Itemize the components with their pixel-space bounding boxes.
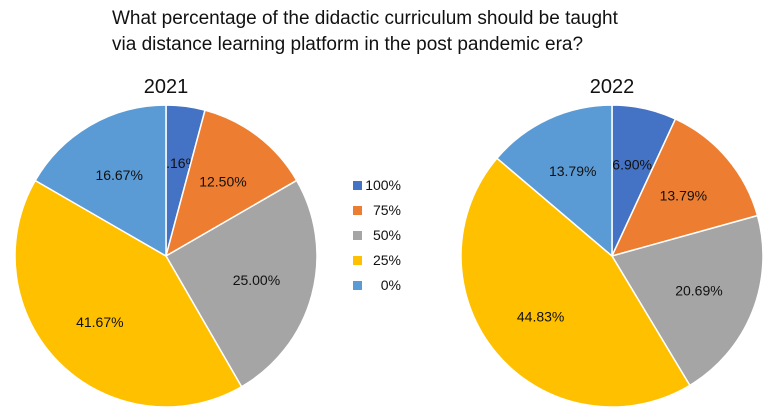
data-label-2022-25pct: 44.83% — [517, 309, 564, 325]
data-label-2022-75pct: 13.79% — [660, 187, 707, 203]
pie-slice-2021-0pct — [34, 104, 167, 258]
legend-swatch-50pct — [353, 231, 362, 240]
data-label-2021-25pct: 41.67% — [76, 314, 123, 330]
legend-label-50pct: 50% — [373, 227, 401, 243]
legend-label-75pct: 75% — [373, 202, 401, 218]
legend-swatch-100pct — [353, 181, 362, 190]
pie-slice-2022-75pct — [610, 117, 759, 258]
data-label-2021-100pct: 4.16% — [158, 155, 198, 171]
pie-slice-2021-25pct — [14, 179, 243, 408]
pie-title-2021: 2021 — [144, 76, 189, 98]
legend-label-25pct: 25% — [373, 252, 401, 268]
pie-2021: 2021 4.16%12.50% 25.00% 41.67% 16.67% — [14, 76, 318, 408]
chart-title-line-2: via distance learning platform in the po… — [112, 34, 584, 55]
pie-title-2022: 2022 — [590, 76, 635, 98]
legend-label-0pct: 0% — [381, 277, 401, 293]
pie-slice-2022-50pct — [610, 214, 764, 387]
chart-title-line-1: What percentage of the didactic curricul… — [112, 8, 618, 29]
pie-slice-2022-0pct — [495, 104, 613, 258]
data-label-2022-100pct: 6.90% — [612, 157, 652, 173]
pie-slice-2021-75pct — [164, 109, 298, 258]
legend-swatch-0pct — [353, 281, 362, 290]
pie-2022: 2022 6.90% 13.79% 20.69% 44.83% 13.79% — [460, 76, 764, 408]
data-label-2021-0pct: 16.67% — [95, 167, 142, 183]
data-label-2021-75pct: 12.50% — [199, 174, 246, 190]
chart-title: What percentage of the didactic curricul… — [112, 6, 712, 58]
data-label-2021-50pct: 25.00% — [233, 272, 280, 288]
legend: 100% 75% 50% 25% 0% — [353, 177, 401, 293]
legend-swatch-25pct — [353, 256, 362, 265]
data-label-2022-0pct: 13.79% — [549, 163, 596, 179]
pie-slice-2021-50pct — [164, 179, 318, 388]
data-label-2022-50pct: 20.69% — [675, 283, 722, 299]
pie-slice-2022-25pct — [460, 157, 691, 408]
legend-label-100pct: 100% — [365, 177, 401, 193]
legend-swatch-75pct — [353, 206, 362, 215]
